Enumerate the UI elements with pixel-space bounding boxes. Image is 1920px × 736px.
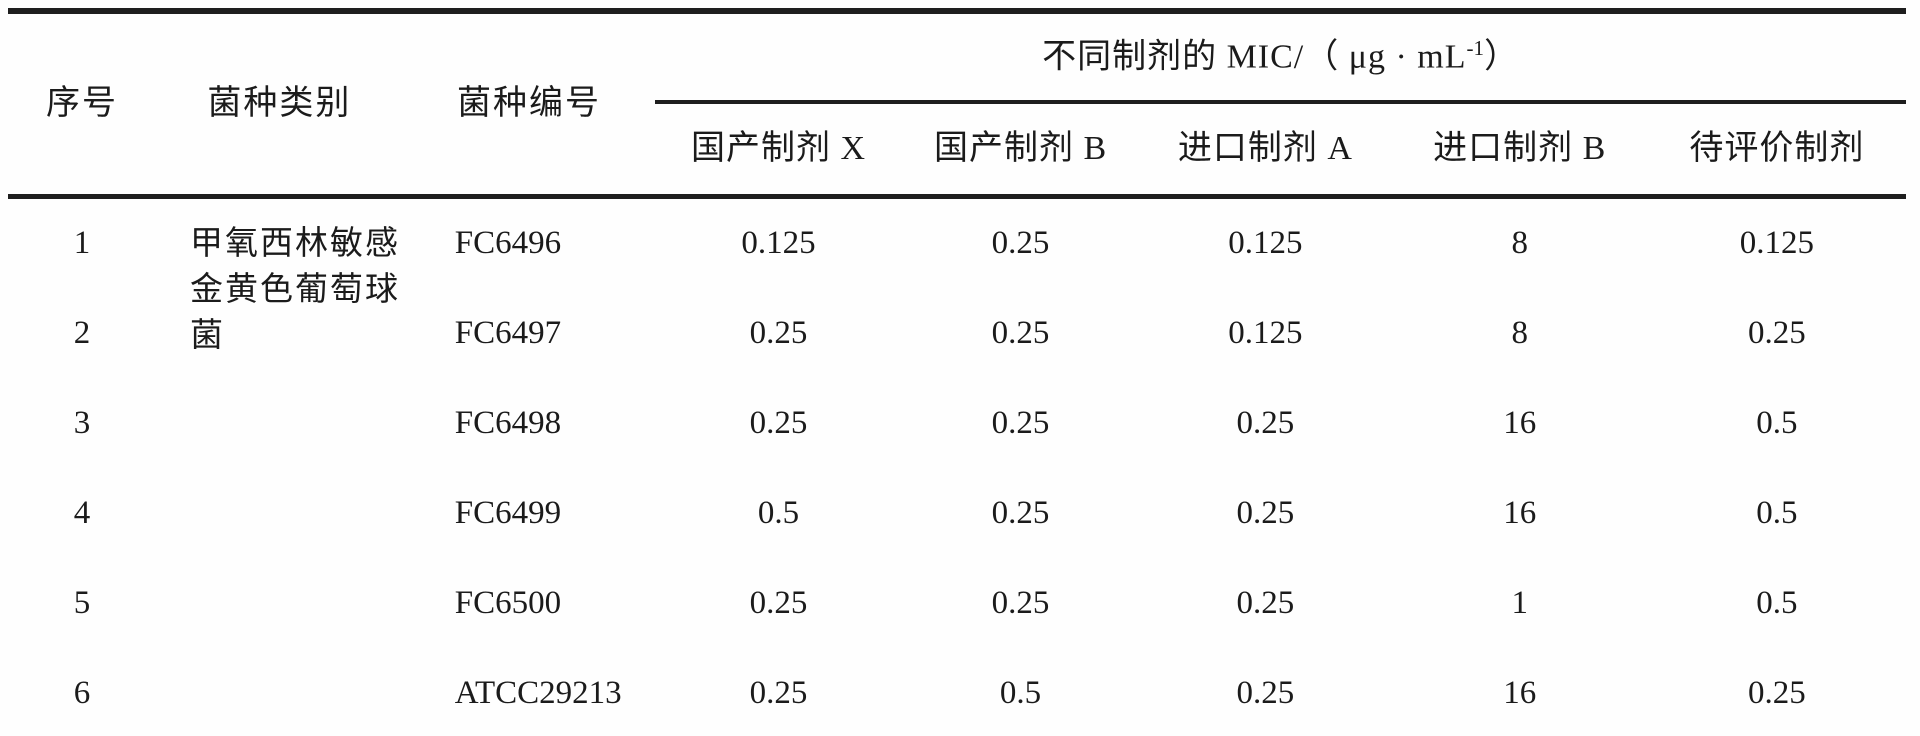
header-prep-under-evaluation: 待评价制剂 xyxy=(1647,102,1906,199)
table-body: 1 甲氧西林敏感 金黄色葡萄球 菌 FC6496 0.125 0.25 0.12… xyxy=(8,197,1906,736)
table-row: 4 FC6499 0.5 0.25 0.25 16 0.5 xyxy=(8,469,1906,559)
mic-value-cell: 0.25 xyxy=(991,315,1050,352)
seq-cell: 4 xyxy=(73,495,91,532)
header-prep-domestic-x: 国产制剂 X xyxy=(655,102,902,199)
mic-value-cell: 0.25 xyxy=(991,405,1050,442)
mic-group-label-suffix: ） xyxy=(1484,38,1520,76)
mic-unit-exponent: -1 xyxy=(1466,35,1485,60)
header-prep-imported-a: 进口制剂 A xyxy=(1139,102,1392,199)
table-row: 3 FC6498 0.25 0.25 0.25 16 0.5 xyxy=(8,379,1906,469)
strain-id-cell: FC6500 xyxy=(454,585,562,622)
mic-value-cell: 0.25 xyxy=(1236,495,1295,532)
header-prep-domestic-b: 国产制剂 B xyxy=(901,102,1140,199)
table-row: 5 FC6500 0.25 0.25 0.25 1 0.5 xyxy=(8,559,1906,649)
mic-value-cell: 0.25 xyxy=(1236,675,1295,712)
mic-value-cell: 0.125 xyxy=(1228,315,1303,352)
strain-id-cell: FC6496 xyxy=(454,225,562,262)
table-row: 1 甲氧西林敏感 金黄色葡萄球 菌 FC6496 0.125 0.25 0.12… xyxy=(8,197,1906,354)
mic-value-cell: 0.25 xyxy=(991,585,1050,622)
mic-value-cell: 0.25 xyxy=(749,675,808,712)
mic-value-cell: 0.25 xyxy=(749,315,808,352)
mic-value-cell: 0.5 xyxy=(757,495,800,532)
strain-id-cell: ATCC29213 xyxy=(454,675,622,712)
header-seq: 序号 xyxy=(8,11,157,199)
mic-value-cell: 0.25 xyxy=(1236,405,1295,442)
mic-value-cell: 1 xyxy=(1511,585,1528,622)
mic-value-cell: 0.125 xyxy=(1228,225,1303,262)
header-category: 菌种类别 xyxy=(156,11,403,199)
mic-value-cell: 0.25 xyxy=(991,225,1050,262)
strain-id-cell: FC6499 xyxy=(454,495,562,532)
mic-value-cell: 0.25 xyxy=(749,585,808,622)
sub-header-row: 国产制剂 X 国产制剂 B 进口制剂 A 进口制剂 B 待评价制剂 xyxy=(8,102,1906,199)
mic-value-cell: 16 xyxy=(1503,675,1537,712)
table-row: 2 FC6497 0.25 0.25 0.125 8 0.25 xyxy=(8,289,1906,379)
seq-cell: 1 xyxy=(73,225,91,262)
mic-value-cell: 0.125 xyxy=(741,225,816,262)
seq-cell: 3 xyxy=(73,405,91,442)
header-strain-id: 菌种编号 xyxy=(402,11,656,199)
mic-value-cell: 0.25 xyxy=(1236,585,1295,622)
mic-group-label-prefix: 不同制剂的 MIC/（ μg · mL xyxy=(1042,38,1467,76)
mic-value-cell: 0.25 xyxy=(1748,315,1806,352)
mic-value-cell: 0.25 xyxy=(991,495,1050,532)
group-header-row: 序号 菌种类别 菌种编号 不同制剂的 MIC/（ μg · mL-1） xyxy=(8,11,1906,199)
mic-value-cell: 0.5 xyxy=(999,675,1042,712)
strain-id-cell: FC6498 xyxy=(454,405,562,442)
strain-id-cell: FC6497 xyxy=(454,315,562,352)
category-cell: 甲氧西林敏感 金黄色葡萄球 菌 xyxy=(190,226,401,354)
mic-value-cell: 0.5 xyxy=(1756,405,1798,442)
mic-value-cell: 16 xyxy=(1503,495,1537,532)
mic-value-cell: 8 xyxy=(1511,315,1528,352)
mic-value-cell: 0.5 xyxy=(1756,495,1798,532)
seq-cell: 2 xyxy=(73,315,91,352)
mic-results-table: 序号 菌种类别 菌种编号 不同制剂的 MIC/（ μg · mL-1） 国产制剂… xyxy=(8,8,1906,736)
header-prep-imported-b: 进口制剂 B xyxy=(1391,102,1648,199)
header-mic-group: 不同制剂的 MIC/（ μg · mL-1） xyxy=(655,11,1906,104)
table-header: 序号 菌种类别 菌种编号 不同制剂的 MIC/（ μg · mL-1） 国产制剂… xyxy=(8,11,1906,199)
seq-cell: 5 xyxy=(73,585,91,622)
mic-value-cell: 16 xyxy=(1503,405,1537,442)
seq-cell: 6 xyxy=(73,675,91,712)
mic-value-cell: 0.25 xyxy=(749,405,808,442)
mic-value-cell: 0.5 xyxy=(1756,585,1798,622)
mic-value-cell: 8 xyxy=(1511,225,1528,262)
mic-value-cell: 0.25 xyxy=(1748,675,1806,712)
table-row: 6 ATCC29213 0.25 0.5 0.25 16 0.25 xyxy=(8,649,1906,736)
mic-value-cell: 0.125 xyxy=(1739,225,1815,262)
